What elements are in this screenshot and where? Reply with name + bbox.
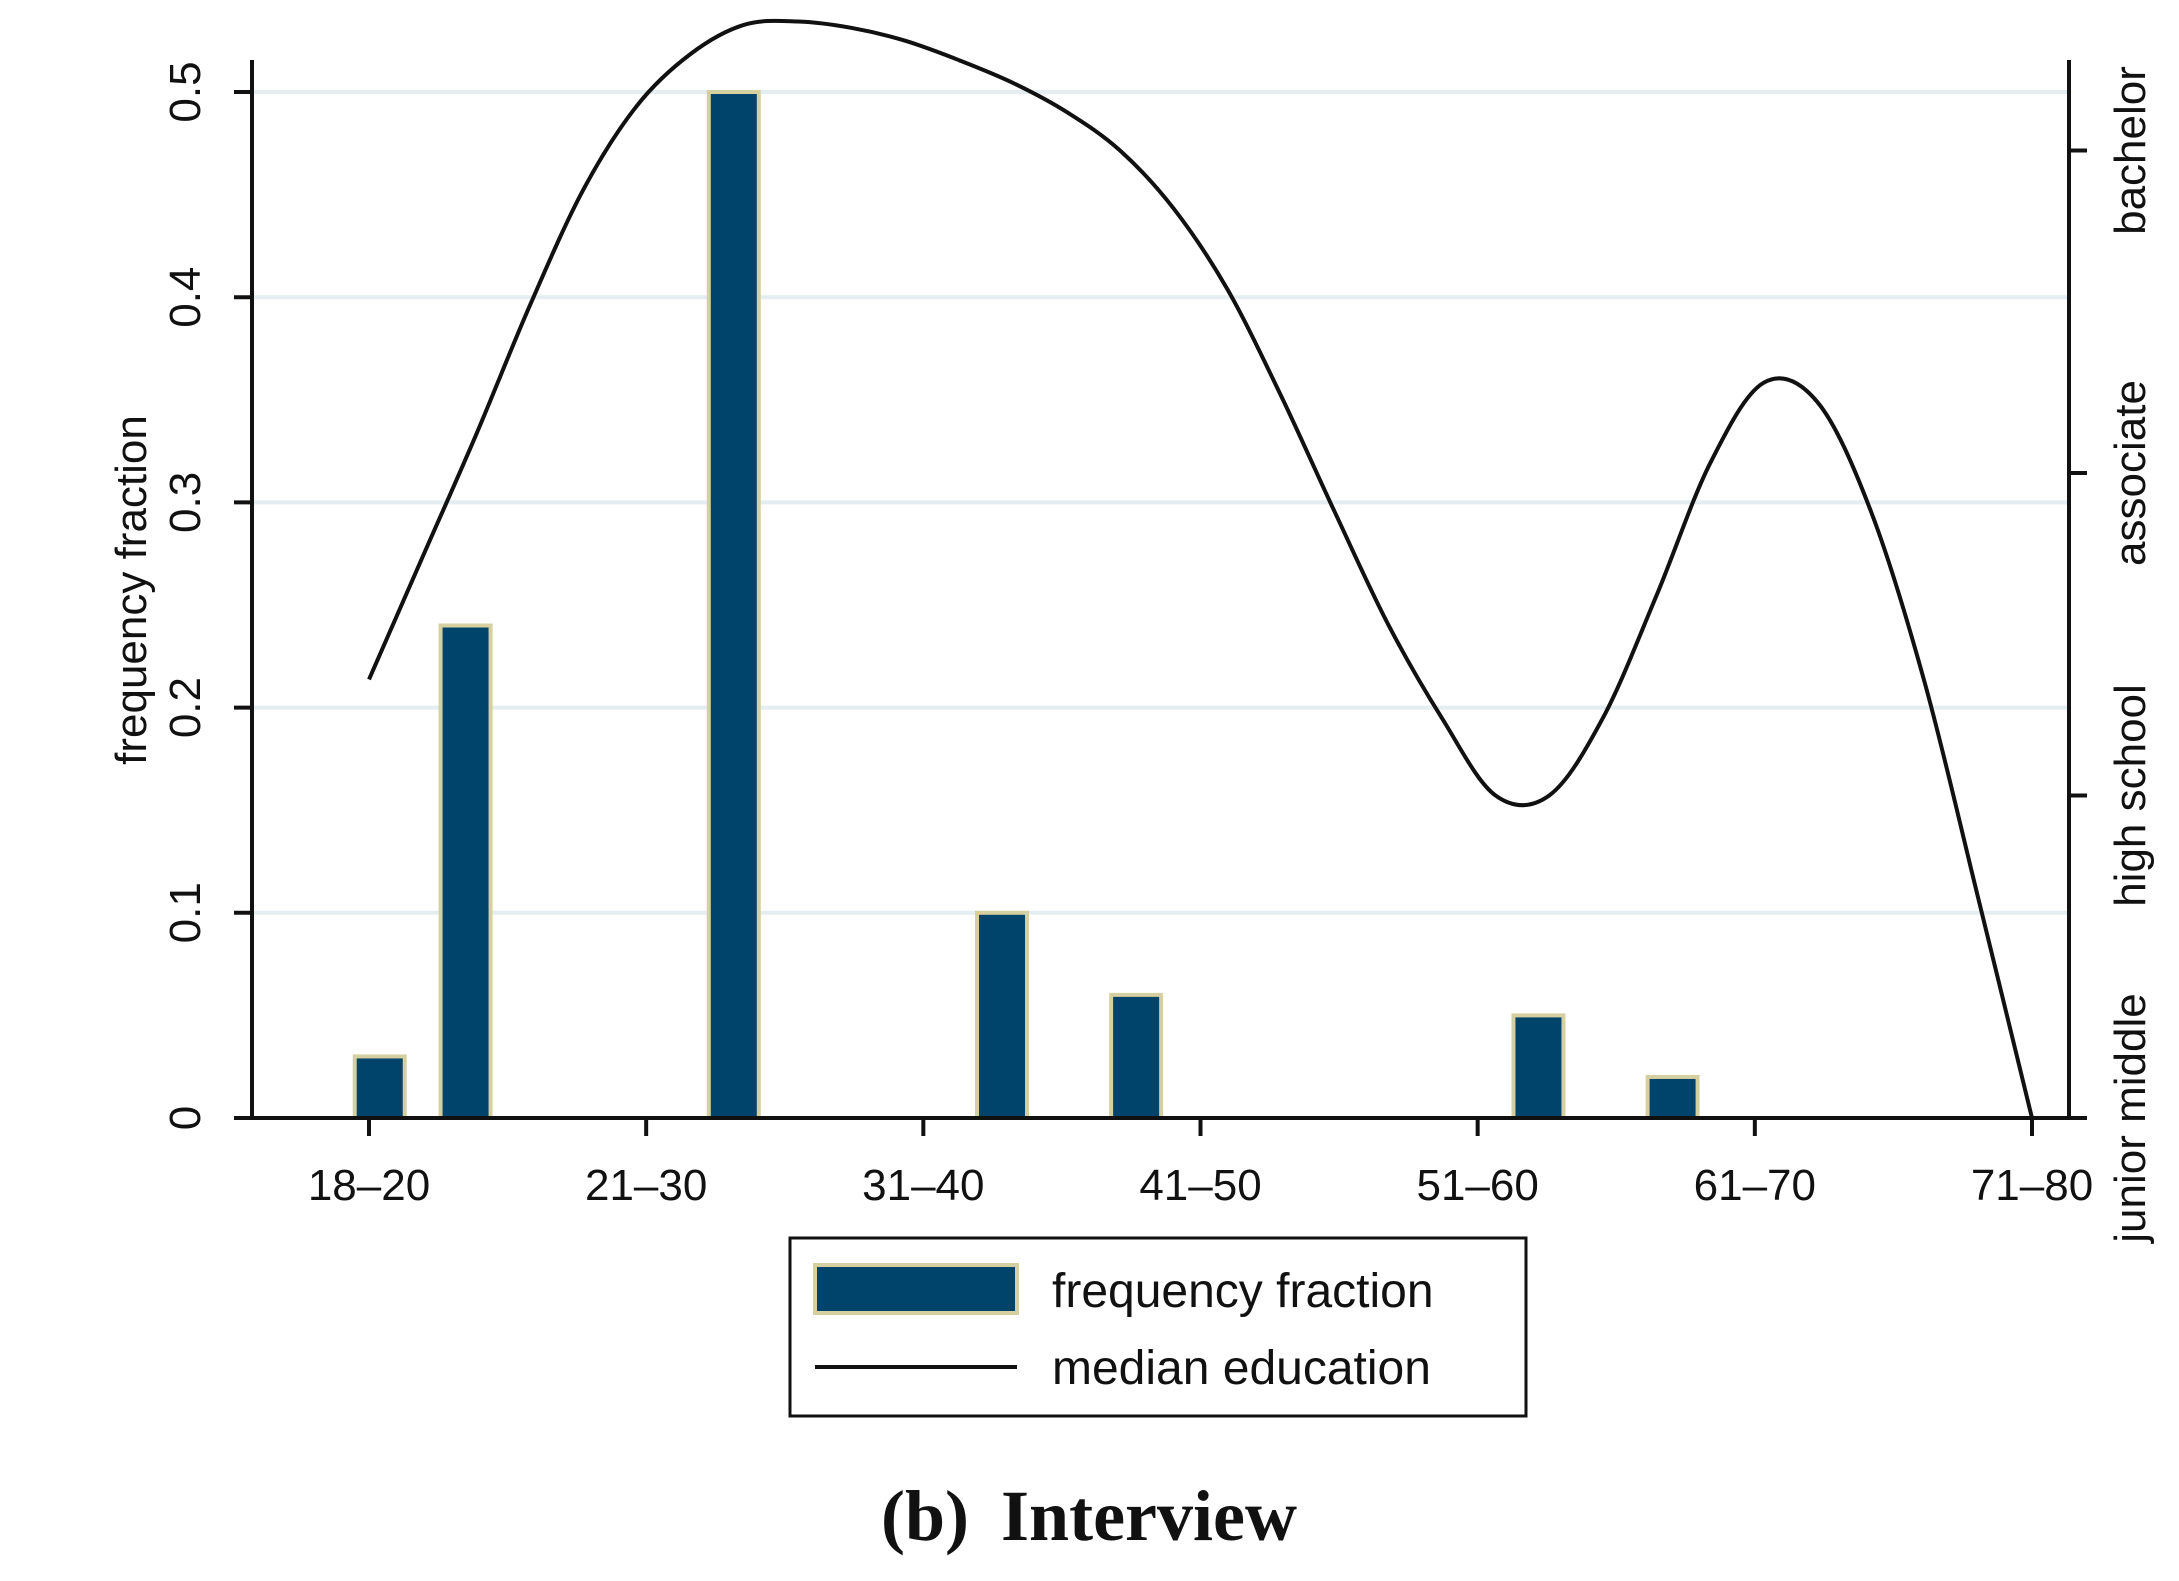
- bar: [1511, 1013, 1566, 1121]
- y-axis-title: frequency fraction: [107, 415, 156, 765]
- legend: frequency fraction median education: [788, 1236, 1528, 1418]
- bar: [352, 1054, 407, 1120]
- bar: [1645, 1074, 1700, 1120]
- y-tick-label: 0: [161, 1106, 210, 1130]
- y-tick-label: 0.2: [161, 677, 210, 738]
- gridlines: [254, 90, 2067, 915]
- x-tick-label: 18–20: [308, 1161, 430, 1210]
- caption-label: (b): [881, 1476, 969, 1556]
- y-axis-ticks: 0 0.1 0.2 0.3 0.4 0.5: [161, 61, 252, 1130]
- x-tick-label: 61–70: [1694, 1161, 1816, 1210]
- right-tick-label: high school: [2106, 684, 2155, 907]
- bar: [706, 90, 761, 1120]
- caption-text: Interview: [1001, 1476, 1297, 1556]
- y-tick-label: 0.1: [161, 882, 210, 943]
- x-tick-label: 41–50: [1139, 1161, 1261, 1210]
- bar: [438, 623, 493, 1121]
- x-tick-label: 71–80: [1971, 1161, 2093, 1210]
- bars: [352, 90, 1700, 1121]
- y-tick-label: 0.3: [161, 472, 210, 533]
- right-tick-label: associate: [2106, 380, 2155, 566]
- right-tick-label: bachelor: [2106, 66, 2155, 235]
- bar: [975, 910, 1030, 1120]
- median-education-line: [367, 18, 2034, 1119]
- x-tick-label: 51–60: [1416, 1161, 1538, 1210]
- legend-swatch-bars: [813, 1263, 1019, 1315]
- x-tick-label: 21–30: [585, 1161, 707, 1210]
- x-tick-label: 31–40: [862, 1161, 984, 1210]
- bar: [1109, 992, 1164, 1121]
- y-tick-label: 0.5: [161, 61, 210, 122]
- right-axis-ticks: junior middle high school associate bachelo…: [2069, 66, 2155, 1245]
- right-tick-label: junior middle: [2106, 993, 2155, 1244]
- x-axis-ticks: 18–20 21–30 31–40 41–50 51–60 61–70 71–80: [308, 1118, 2093, 1210]
- legend-label-bars: frequency fraction: [1052, 1265, 1434, 1318]
- legend-label-line: median education: [1052, 1342, 1431, 1395]
- y-tick-label: 0.4: [161, 267, 210, 328]
- figure-caption: (b) Interview: [881, 1476, 1297, 1556]
